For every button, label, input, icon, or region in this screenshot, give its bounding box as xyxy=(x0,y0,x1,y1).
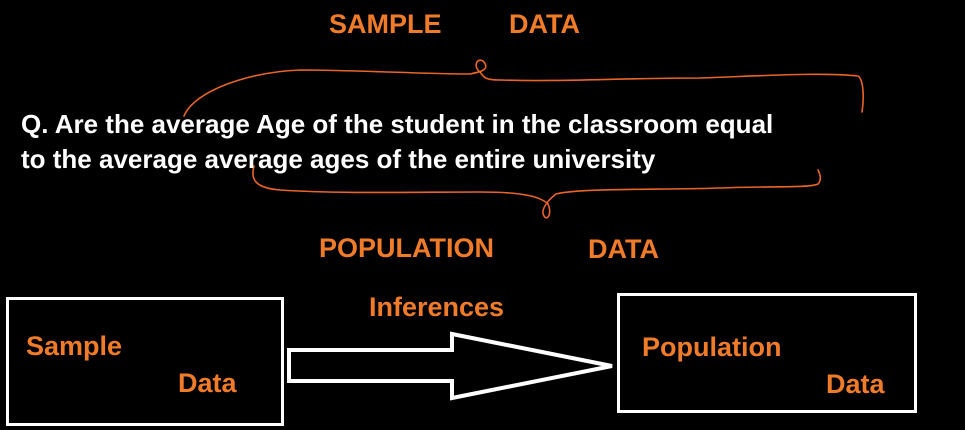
population-data-box xyxy=(617,293,917,413)
question-line-1: Q. Are the average Age of the student in… xyxy=(21,109,774,139)
population-data-label: DATA xyxy=(588,234,659,264)
sample-box-subtitle: Data xyxy=(178,368,237,398)
inference-arrow xyxy=(287,331,613,401)
population-box-title: Population xyxy=(642,332,782,362)
lower-brace xyxy=(252,165,822,219)
sample-label: SAMPLE xyxy=(329,9,442,39)
population-label: POPULATION xyxy=(319,233,494,263)
population-box-subtitle: Data xyxy=(826,369,885,399)
sample-box-title: Sample xyxy=(26,331,123,361)
question-line-2: to the average average ages of the entir… xyxy=(21,144,656,174)
upper-brace xyxy=(183,59,864,117)
inferences-label: Inferences xyxy=(369,292,505,322)
sample-data-box xyxy=(6,297,284,426)
sample-data-label: DATA xyxy=(509,9,580,39)
